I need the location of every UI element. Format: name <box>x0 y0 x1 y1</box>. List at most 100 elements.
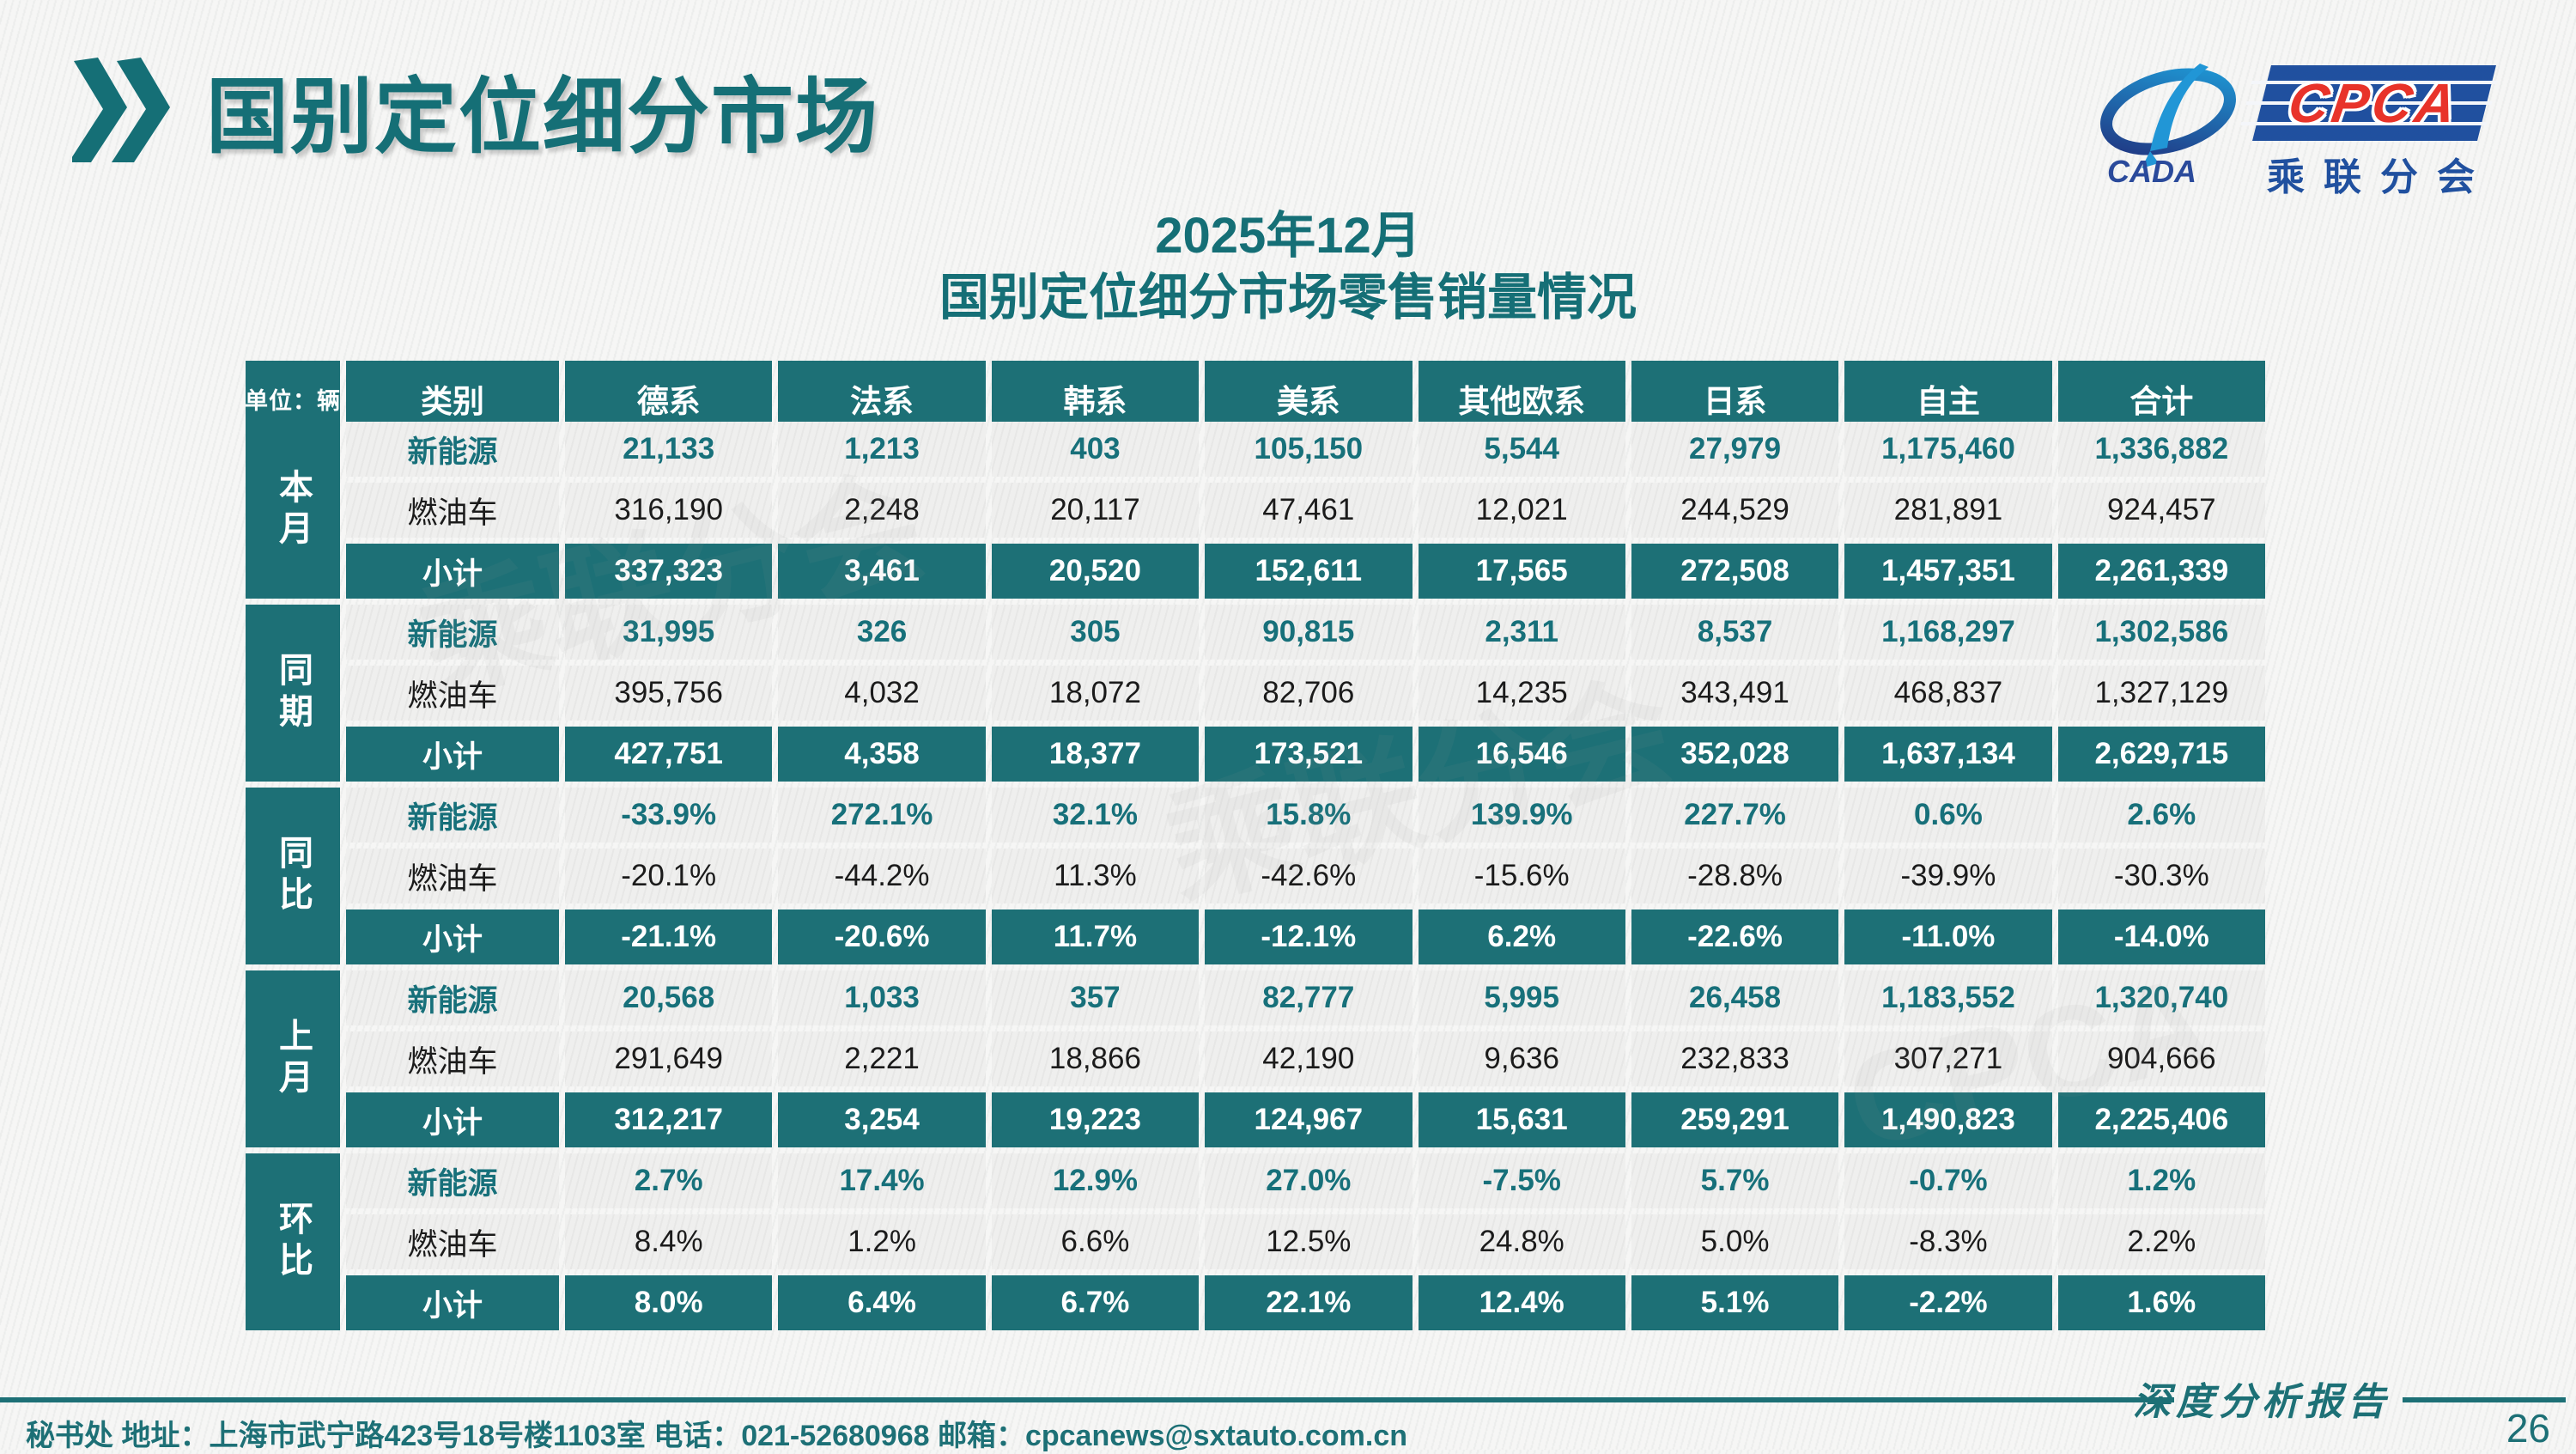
cell-value-0-2-4: 17,565 <box>1418 544 1625 599</box>
group-label-4: 环比 <box>246 1153 340 1330</box>
cell-value-3-1-2: 18,866 <box>991 1031 1200 1086</box>
cell-value-0-1-5: 244,529 <box>1631 483 1839 538</box>
cell-value-3-2-4: 15,631 <box>1418 1092 1625 1147</box>
cell-value-2-1-0: -20.1% <box>565 849 773 903</box>
cell-value-0-1-2: 20,117 <box>991 483 1200 538</box>
cell-value-4-2-7: 1.6% <box>2057 1275 2265 1330</box>
cell-value-1-1-7: 1,327,129 <box>2057 666 2265 721</box>
cell-value-4-2-1: 6.4% <box>778 1275 986 1330</box>
cell-value-1-0-3: 90,815 <box>1205 605 1413 660</box>
cell-value-2-2-2: 11.7% <box>991 910 1200 964</box>
cell-value-4-0-4: -7.5% <box>1418 1153 1625 1208</box>
cell-value-3-0-1: 1,033 <box>778 970 986 1025</box>
cell-value-4-0-3: 27.0% <box>1205 1153 1413 1208</box>
cell-value-0-0-6: 1,175,460 <box>1844 422 2052 477</box>
cell-value-4-2-4: 12.4% <box>1418 1275 1625 1330</box>
row-label-3-1: 燃油车 <box>346 1031 559 1086</box>
cell-value-3-2-1: 3,254 <box>778 1092 986 1147</box>
footer-contact: 秘书处 地址：上海市武宁路423号18号楼1103室 电话：021-526809… <box>26 1420 1408 1452</box>
cell-value-4-0-5: 5.7% <box>1631 1153 1839 1208</box>
cell-value-3-1-6: 307,271 <box>1844 1031 2052 1086</box>
cpca-logo: CADA CPCA 乘联分会 <box>2087 58 2498 201</box>
cell-value-2-2-3: -12.1% <box>1205 910 1413 964</box>
cell-value-2-2-7: -14.0% <box>2057 910 2265 964</box>
cell-value-0-2-0: 337,323 <box>565 544 773 599</box>
page-title: 国别定位细分市场 <box>206 71 879 163</box>
row-label-2-2: 小计 <box>346 910 559 964</box>
cell-value-1-1-3: 82,706 <box>1205 666 1413 721</box>
cell-value-0-0-3: 105,150 <box>1205 422 1413 477</box>
cell-value-0-1-3: 47,461 <box>1205 483 1413 538</box>
group-label-2: 同比 <box>246 788 340 964</box>
group-label-3: 上月 <box>246 970 340 1147</box>
cell-value-1-1-4: 14,235 <box>1418 666 1625 721</box>
cell-value-4-0-6: -0.7% <box>1844 1153 2052 1208</box>
cell-value-2-1-3: -42.6% <box>1205 849 1413 903</box>
cell-value-1-1-0: 395,756 <box>565 666 773 721</box>
cell-value-1-2-6: 1,637,134 <box>1844 727 2052 782</box>
cell-value-1-0-2: 305 <box>991 605 1200 660</box>
cada-logo-mark: CADA <box>2100 64 2236 187</box>
cell-value-4-2-5: 5.1% <box>1631 1275 1839 1330</box>
row-label-0-1: 燃油车 <box>346 483 559 538</box>
cell-value-3-0-3: 82,777 <box>1205 970 1413 1025</box>
cell-value-4-1-7: 2.2% <box>2057 1214 2265 1269</box>
cell-value-0-1-0: 316,190 <box>565 483 773 538</box>
cpca-cn-label: 乘联分会 <box>2267 156 2494 198</box>
cell-value-2-0-4: 139.9% <box>1418 788 1625 843</box>
cell-value-2-0-2: 32.1% <box>991 788 1200 843</box>
cell-value-0-2-2: 20,520 <box>991 544 1200 599</box>
subtitle-line-2: 国别定位细分市场零售销量情况 <box>939 270 1637 325</box>
cell-value-2-2-0: -21.1% <box>565 910 773 964</box>
cell-value-0-0-2: 403 <box>991 422 1200 477</box>
cell-value-3-1-0: 291,649 <box>565 1031 773 1086</box>
cell-value-3-1-1: 2,221 <box>778 1031 986 1086</box>
cell-value-2-0-7: 2.6% <box>2057 788 2265 843</box>
cell-value-2-2-4: 6.2% <box>1418 910 1625 964</box>
cell-value-0-0-0: 21,133 <box>565 422 773 477</box>
cell-value-3-2-2: 19,223 <box>991 1092 1200 1147</box>
cell-value-4-1-3: 12.5% <box>1205 1214 1413 1269</box>
cell-value-4-0-1: 17.4% <box>778 1153 986 1208</box>
cell-value-2-1-5: -28.8% <box>1631 849 1839 903</box>
cell-value-2-2-5: -22.6% <box>1631 910 1839 964</box>
cell-value-3-2-3: 124,967 <box>1205 1092 1413 1147</box>
cell-value-0-1-1: 2,248 <box>778 483 986 538</box>
cell-value-2-0-1: 272.1% <box>778 788 986 843</box>
row-label-4-1: 燃油车 <box>346 1214 559 1269</box>
title-row: 国别定位细分市场 <box>72 50 879 169</box>
cell-value-0-2-1: 3,461 <box>778 544 986 599</box>
page-number: 26 <box>2506 1406 2550 1451</box>
cell-value-1-1-6: 468,837 <box>1844 666 2052 721</box>
group-label-1: 同期 <box>246 605 340 782</box>
row-label-3-0: 新能源 <box>346 970 559 1025</box>
cell-value-0-1-6: 281,891 <box>1844 483 2052 538</box>
cell-value-1-0-5: 8,537 <box>1631 605 1839 660</box>
cell-value-2-0-3: 15.8% <box>1205 788 1413 843</box>
cell-value-1-0-1: 326 <box>778 605 986 660</box>
cell-value-4-1-2: 6.6% <box>991 1214 1200 1269</box>
row-label-2-1: 燃油车 <box>346 849 559 903</box>
cell-value-0-1-4: 12,021 <box>1418 483 1625 538</box>
cell-value-3-1-5: 232,833 <box>1631 1031 1839 1086</box>
cell-value-1-2-4: 16,546 <box>1418 727 1625 782</box>
row-label-2-0: 新能源 <box>346 788 559 843</box>
cell-value-0-2-3: 152,611 <box>1205 544 1413 599</box>
cell-value-4-1-1: 1.2% <box>778 1214 986 1269</box>
cell-value-1-0-0: 31,995 <box>565 605 773 660</box>
cell-value-0-2-6: 1,457,351 <box>1844 544 2052 599</box>
cell-value-4-1-5: 5.0% <box>1631 1214 1839 1269</box>
cell-value-3-0-4: 5,995 <box>1418 970 1625 1025</box>
cell-value-1-1-1: 4,032 <box>778 666 986 721</box>
cell-value-3-2-6: 1,490,823 <box>1844 1092 2052 1147</box>
cell-value-2-2-6: -11.0% <box>1844 910 2052 964</box>
cell-value-3-2-5: 259,291 <box>1631 1092 1839 1147</box>
cell-value-4-2-2: 6.7% <box>991 1275 1200 1330</box>
cell-value-4-2-3: 22.1% <box>1205 1275 1413 1330</box>
sales-table: 单位：辆 类别 德系 法系 韩系 美系 其他欧系 日系 自主 合计 本月 新能源 21,133 1,213… <box>245 361 2265 1330</box>
cell-value-0-2-7: 2,261,339 <box>2057 544 2265 599</box>
cell-value-1-1-2: 18,072 <box>991 666 1200 721</box>
row-label-0-0: 新能源 <box>346 422 559 477</box>
cell-value-4-0-0: 2.7% <box>565 1153 773 1208</box>
cell-value-2-1-6: -39.9% <box>1844 849 2052 903</box>
